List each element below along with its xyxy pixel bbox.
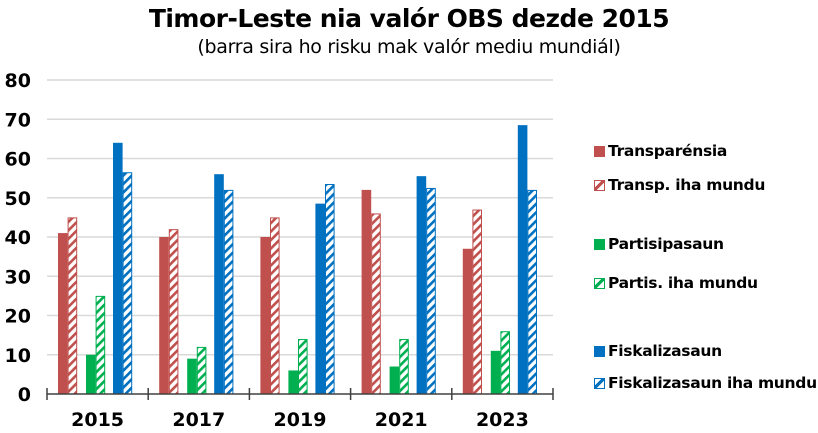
y-tick-label: 60 [5,149,31,171]
bar-transpar-nsia-2021 [361,189,372,394]
y-tick-label: 40 [5,227,31,249]
y-tick-label: 0 [18,384,31,406]
legend-swatch-solid [594,238,605,250]
bar-partis-iha-mundu-2021 [399,339,409,395]
x-tick-label: 2019 [274,409,327,431]
bar-fiskalizasaun-iha-mundu-2017 [223,189,234,395]
y-axis-ticks: 0 10 20 30 40 50 60 70 80 [5,70,31,406]
legend-swatch-hatched [594,277,605,289]
bar-transp-iha-mundu-2019 [270,217,280,395]
bar-transp-iha-mundu-2015 [67,217,78,395]
bar-fiskalizasaun-iha-mundu-2015 [122,172,133,395]
bar-fiskalizasaun-2023 [517,125,528,394]
bar-partis-iha-mundu-2015 [95,295,106,395]
y-tick-label: 80 [5,70,31,92]
bar-partis-iha-mundu-2023 [500,331,510,395]
legend-swatch-solid [594,345,605,357]
x-tick-label: 2021 [375,409,428,431]
bar-partis-iha-mundu-2017 [196,346,207,395]
legend-label: Partisipasaun [608,235,724,253]
bar-fiskalizasaun-iha-mundu-2021 [426,187,436,395]
legend-label: Transparénsia [608,142,728,160]
y-tick-label: 10 [5,345,31,367]
y-tick-label: 70 [5,109,31,131]
x-tick-label: 2023 [476,409,529,431]
chart-title: Timor-Leste nia valór OBS dezde 2015 [148,4,670,33]
legend-label: Partis. iha mundu [608,274,758,292]
bar-fiskalizasaun-2017 [214,174,224,394]
legend-label: Transp. iha mundu [608,176,766,194]
legend-swatch-hatched [594,179,605,191]
chart-subtitle: (barra sira ho risku mak valór mediu mun… [197,36,621,58]
x-tick-label: 2015 [71,409,124,431]
bar-transp-iha-mundu-2023 [472,209,482,395]
bar-partisipasaun-2017 [187,358,197,394]
legend-swatch-hatched [594,377,605,389]
y-tick-label: 50 [5,188,31,210]
legend-label: Fiskalizasaun [608,342,722,360]
legend-swatch-solid [594,145,605,157]
bar-transp-iha-mundu-2021 [371,213,381,395]
bar-partisipasaun-2015 [86,354,96,394]
bar-fiskalizasaun-2019 [315,203,325,394]
legend-item: Transparénsia [594,142,727,160]
bar-fiskalizasaun-2021 [416,176,427,394]
bar-partisipasaun-2023 [490,350,501,394]
legend-item: Fiskalizasaun iha mundu [594,374,817,392]
legend-item: Transp. iha mundu [594,176,765,194]
y-tick-label: 30 [5,266,31,288]
legend-item: Partis. iha mundu [594,274,758,292]
bar-partis-iha-mundu-2019 [298,339,308,395]
bar-transpar-nsia-2017 [159,237,169,394]
bar-partisipasaun-2019 [288,370,298,394]
bars [58,125,538,395]
legend-item: Fiskalizasaun [594,342,722,360]
x-tick-label: 2017 [172,409,225,431]
bar-partisipasaun-2021 [389,366,400,394]
bar-fiskalizasaun-iha-mundu-2019 [325,184,335,395]
legend-label: Fiskalizasaun iha mundu [608,374,817,392]
y-tick-label: 20 [5,306,31,328]
bar-transpar-nsia-2019 [260,237,270,394]
bar-transp-iha-mundu-2017 [168,229,179,395]
bar-transpar-nsia-2023 [462,248,473,394]
bar-fiskalizasaun-iha-mundu-2023 [527,189,538,395]
legend-item: Partisipasaun [594,235,724,253]
bar-fiskalizasaun-2015 [113,142,123,394]
x-axis: 2015 2017 2019 2021 2023 [46,388,554,431]
bar-transpar-nsia-2015 [58,233,68,394]
